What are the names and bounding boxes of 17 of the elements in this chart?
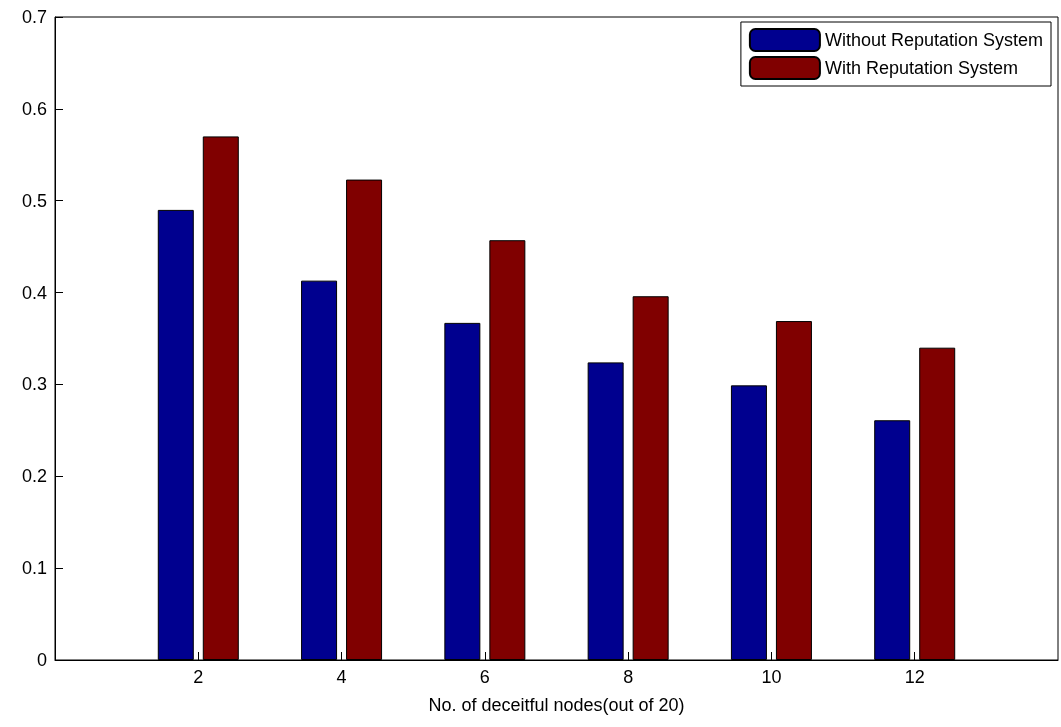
x-tick-label: 12 [904,667,925,687]
y-tick-label: 0.6 [21,98,47,119]
x-axis-title: No. of deceitful nodes(out of 20) [428,695,685,715]
x-tick-label: 2 [193,667,204,687]
y-tick-label: 0.4 [21,282,47,303]
y-tick-label: 0 [36,650,47,670]
y-tick-label: 0.1 [21,558,47,579]
y-tick-label: 0.7 [21,7,47,27]
x-tick-label: 6 [479,667,490,687]
x-tick-label: 4 [336,667,347,687]
y-tick-label: 0.3 [21,374,47,395]
x-tick-label: 8 [623,667,634,687]
legend-label: Without Reputation System [824,30,1044,50]
x-tick-label: 10 [761,667,782,687]
y-tick-label: 0.2 [21,466,47,487]
legend-label: With Reputation System [824,58,1018,78]
y-tick-label: 0.5 [21,190,47,211]
